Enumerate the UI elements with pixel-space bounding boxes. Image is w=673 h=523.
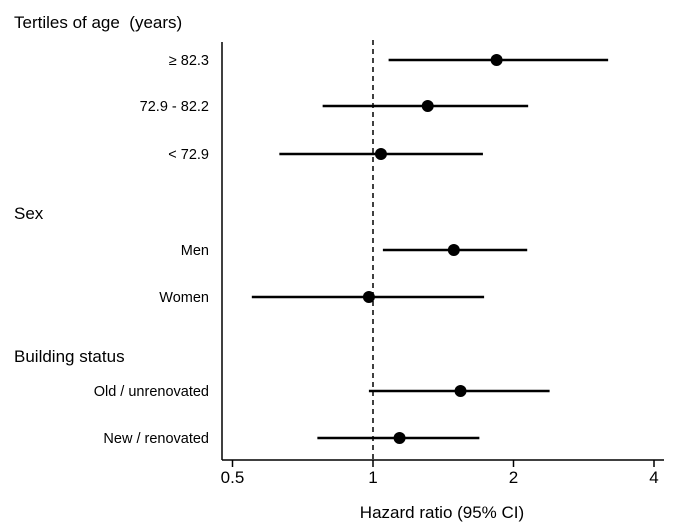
hr-point [421,100,434,112]
x-tick-label: 2 [509,468,518,487]
section-heading: Sex [14,204,44,223]
x-tick-label: 1 [368,468,377,487]
x-tick-label: 0.5 [221,468,245,487]
section-heading: Tertiles of age (years) [14,13,182,32]
row-label: New / renovated [103,431,209,447]
row-label: Women [159,290,209,306]
row-label: < 72.9 [168,147,209,163]
x-tick-label: 4 [649,468,658,487]
row-label: 72.9 - 82.2 [140,99,209,115]
hr-point [362,291,375,303]
hr-point [393,432,406,444]
x-axis-label: Hazard ratio (95% CI) [360,503,524,522]
row-label: Men [181,243,209,259]
hr-point [447,244,460,256]
hr-point [454,385,467,397]
hr-point [374,148,387,160]
section-heading: Building status [14,347,125,366]
hr-point [490,54,503,66]
row-label: ≥ 82.3 [169,53,209,69]
row-label: Old / unrenovated [94,384,209,400]
